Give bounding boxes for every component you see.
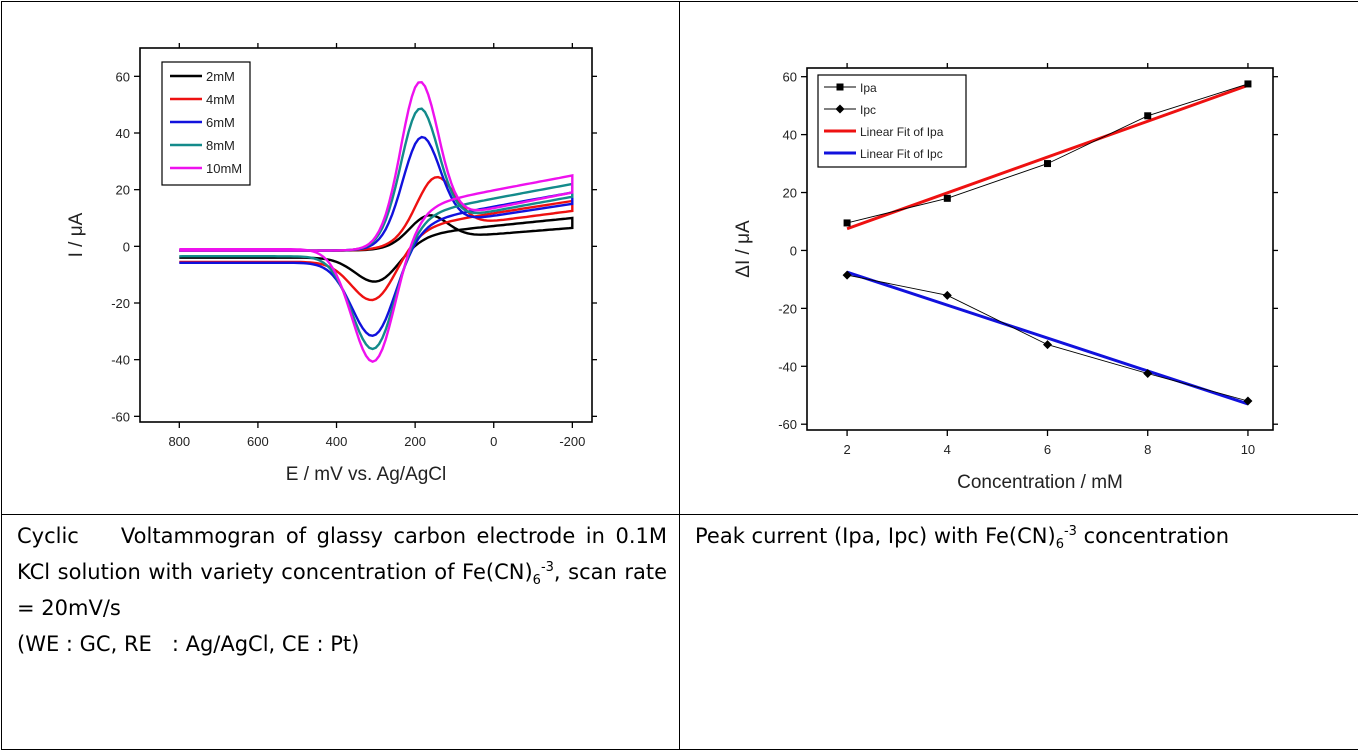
- cv-caption-cell: Cyclic Voltammogran of glassy carbon ele…: [1, 514, 680, 750]
- y-tick-label: -60: [778, 417, 797, 432]
- peak-caption-cell: Peak current (Ipa, Ipc) with Fe(CN)6-3 c…: [679, 514, 1358, 750]
- y-tick-label: 60: [116, 69, 130, 84]
- data-point-ipc: [942, 290, 952, 300]
- y-tick-label: -20: [778, 301, 797, 316]
- y-tick-label: 20: [116, 183, 130, 198]
- y-tick-label: -60: [111, 409, 130, 424]
- y-tick-label: 40: [783, 128, 797, 143]
- plot-frame: [139, 47, 593, 423]
- y-tick-label: 40: [116, 126, 130, 141]
- data-point-ipa: [1144, 112, 1152, 120]
- cv-caption-sub: 6: [532, 573, 541, 589]
- data-point-ipc: [842, 270, 852, 280]
- cv-caption-text: Cyclic Voltammogran of glassy carbon ele…: [17, 524, 667, 584]
- data-point-ipa: [1044, 160, 1052, 168]
- x-tick-label: 600: [247, 434, 269, 449]
- legend-marker-square: [836, 83, 844, 91]
- legend-box: [161, 61, 251, 186]
- y-tick-label: -40: [111, 353, 130, 368]
- legend-label: Ipc: [860, 103, 876, 117]
- x-tick-label: 800: [168, 434, 190, 449]
- legend-label: Linear Fit of Ipa: [860, 125, 944, 139]
- y-axis-label: ΔI / μA: [733, 220, 754, 278]
- y-tick-label: 0: [790, 243, 797, 258]
- legend-label: Ipa: [860, 81, 877, 95]
- data-point-ipa: [943, 194, 951, 202]
- peak-chart: 2 4 6 8 10 -60 -40 -20 0 20 40 60 Concentration / mM…: [733, 63, 1278, 493]
- peak-caption-text: Peak current (Ipa, Ipc) with Fe(CN): [695, 524, 1056, 548]
- legend-marker-diamond: [835, 104, 845, 114]
- y-tick-label: -20: [111, 296, 130, 311]
- y-tick-label: 0: [123, 239, 130, 254]
- peak-caption: Peak current (Ipa, Ipc) with Fe(CN)6-3 c…: [695, 518, 1346, 554]
- data-point-ipa: [1244, 80, 1252, 88]
- y-tick-label: 60: [783, 70, 797, 85]
- legend-label: 8mM: [206, 138, 235, 153]
- legend-label: Linear Fit of Ipc: [860, 147, 943, 161]
- peak-caption-text-end: concentration: [1076, 524, 1230, 548]
- data-point-ipa: [843, 219, 851, 227]
- y-tick-label: 20: [783, 186, 797, 201]
- legend-label: 2mM: [206, 69, 235, 84]
- cv-caption-sup: -3: [540, 560, 554, 575]
- data-point-ipc: [1143, 369, 1153, 379]
- x-tick-label: 6: [1044, 442, 1051, 457]
- x-tick-label: 200: [404, 434, 426, 449]
- x-tick-label: 400: [326, 434, 348, 449]
- y-axis-label: I / μA: [66, 212, 87, 257]
- x-axis-label: E / mV vs. Ag/AgCl: [286, 464, 447, 485]
- legend-label: 6mM: [206, 115, 235, 130]
- data-point-ipc: [1043, 340, 1053, 350]
- data-point-ipc: [1243, 396, 1253, 406]
- y-tick-label: -40: [778, 359, 797, 374]
- x-tick-label: 2: [843, 442, 850, 457]
- peak-caption-sup: -3: [1063, 524, 1077, 539]
- fit-line: [846, 83, 1249, 231]
- cv-caption-electrodes: (WE : GC, RE : Ag/AgCl, CE : Pt): [17, 632, 360, 656]
- plot-frame: [806, 67, 1274, 431]
- x-axis-label: Concentration / mM: [957, 472, 1123, 493]
- x-tick-label: 10: [1241, 442, 1255, 457]
- x-tick-label: 8: [1144, 442, 1151, 457]
- x-tick-label: 4: [944, 442, 951, 457]
- peak-caption-sub: 6: [1055, 537, 1064, 553]
- cv-chart-cell: 800 600 400 200 0 -200 -60 -40 -20 0 20 40 60 E / mV …: [1, 1, 680, 515]
- x-tick-label: 0: [490, 434, 497, 449]
- fit-line: [846, 270, 1249, 406]
- legend-label: 10mM: [206, 161, 242, 176]
- x-tick-label: -200: [559, 434, 585, 449]
- legend-label: 4mM: [206, 92, 235, 107]
- cv-curve-10mM: [179, 80, 574, 364]
- peak-chart-cell: 2 4 6 8 10 -60 -40 -20 0 20 40 60 Concentration / mM…: [679, 1, 1358, 515]
- cv-caption-text-end: , scan rate = 20mV/s: [17, 560, 667, 620]
- cv-caption: Cyclic Voltammogran of glassy carbon ele…: [17, 518, 667, 626]
